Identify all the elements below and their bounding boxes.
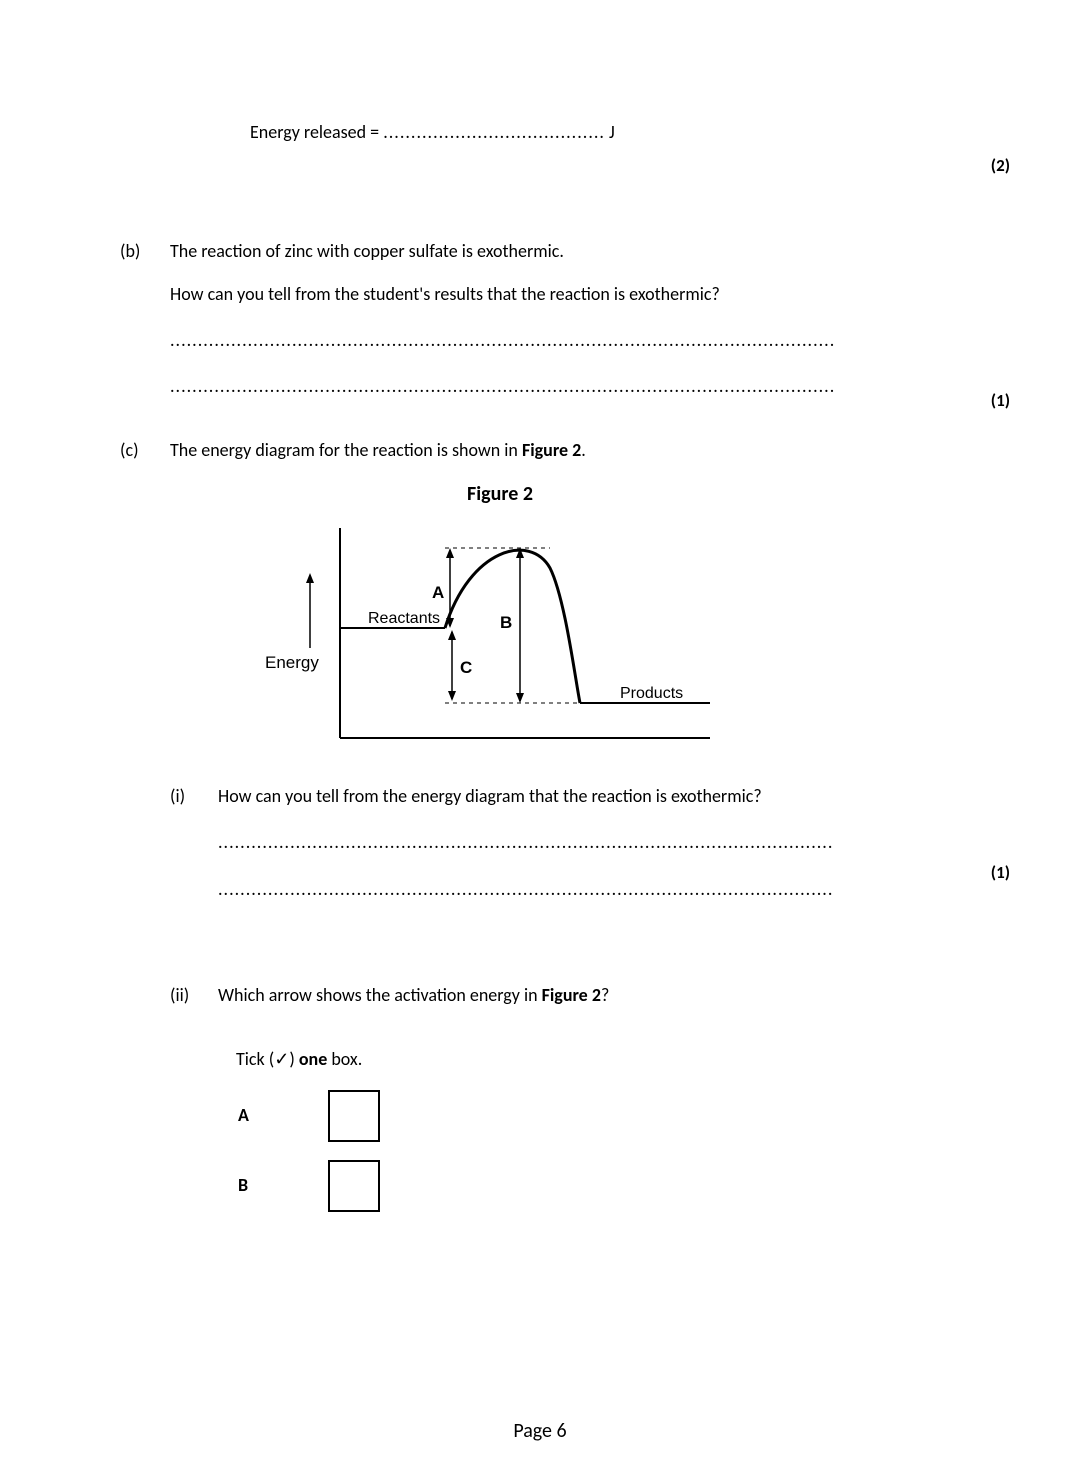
c-ii-q-bold: Figure 2 (542, 984, 601, 1006)
option-B-checkbox[interactable] (328, 1160, 380, 1212)
energy-diagram: Energy Reactants Products (210, 508, 770, 768)
c-i-label: (i) (170, 784, 218, 808)
figure-2-title: Figure 2 (270, 481, 730, 508)
tick-icon: ✓ (274, 1048, 289, 1070)
tick-pre: Tick ( (236, 1048, 274, 1070)
b-answer-line-2[interactable]: ........................................… (170, 374, 1000, 398)
part-b: (b) The reaction of zinc with copper sul… (80, 239, 1000, 398)
marks-b: (1) (991, 390, 1010, 413)
option-row-A: A (218, 1090, 1000, 1142)
c-intro-bold: Figure 2 (522, 439, 581, 461)
arrow-A-label: A (432, 583, 444, 602)
energy-prefix: Energy released = (250, 121, 383, 143)
b-answer-line-1[interactable]: ........................................… (170, 328, 1000, 352)
tick-mid: ) (289, 1048, 299, 1070)
arrow-B-label: B (500, 613, 512, 632)
energy-blank[interactable]: ........................................ (383, 121, 605, 143)
marks-c-i: (1) (991, 862, 1010, 885)
part-c-ii: (ii) Which arrow shows the activation en… (170, 983, 1000, 1230)
marks-a: (2) (991, 155, 1010, 178)
arrow-C-label: C (460, 658, 472, 677)
option-B-label: B (238, 1173, 258, 1197)
part-c-label: (c) (120, 438, 170, 462)
c-ii-question: Which arrow shows the activation energy … (218, 983, 1000, 1007)
c-i-answer-line-2[interactable]: ........................................… (218, 877, 1000, 901)
figure-2-block: Figure 2 Energy Reactants Products (170, 481, 1000, 774)
part-a-answer-row: Energy released = ......................… (250, 120, 1000, 144)
c-ii-q-pre: Which arrow shows the activation energy … (218, 984, 542, 1006)
c-i-answer-line-1[interactable]: ........................................… (218, 830, 1000, 854)
option-A-label: A (238, 1103, 258, 1127)
c-intro: The energy diagram for the reaction is s… (170, 438, 1000, 462)
products-label: Products (620, 685, 683, 702)
b-line2: How can you tell from the student's resu… (170, 282, 1000, 306)
part-b-label: (b) (120, 239, 170, 263)
c-i-question: How can you tell from the energy diagram… (218, 784, 1000, 808)
reactants-label: Reactants (368, 610, 440, 627)
c-ii-q-post: ? (601, 984, 609, 1006)
part-c: (c) The energy diagram for the reaction … (80, 438, 1000, 900)
energy-unit: J (605, 121, 615, 143)
part-c-i: (i) How can you tell from the energy dia… (170, 784, 1000, 901)
c-intro-pre: The energy diagram for the reaction is s… (170, 439, 522, 461)
energy-released-label: Energy released = ......................… (250, 120, 615, 144)
option-row-B: B (218, 1160, 1000, 1212)
tick-bold: one (299, 1048, 327, 1070)
y-axis-label: Energy (265, 653, 319, 672)
exam-page: Energy released = ......................… (0, 0, 1080, 1475)
c-ii-label: (ii) (170, 983, 218, 1007)
c-intro-post: . (581, 439, 586, 461)
option-A-checkbox[interactable] (328, 1090, 380, 1142)
tick-instruction: Tick (✓) one box. (236, 1047, 1000, 1071)
page-number: Page 6 (0, 1418, 1080, 1445)
b-line1: The reaction of zinc with copper sulfate… (170, 239, 1000, 263)
tick-post: box. (327, 1048, 362, 1070)
